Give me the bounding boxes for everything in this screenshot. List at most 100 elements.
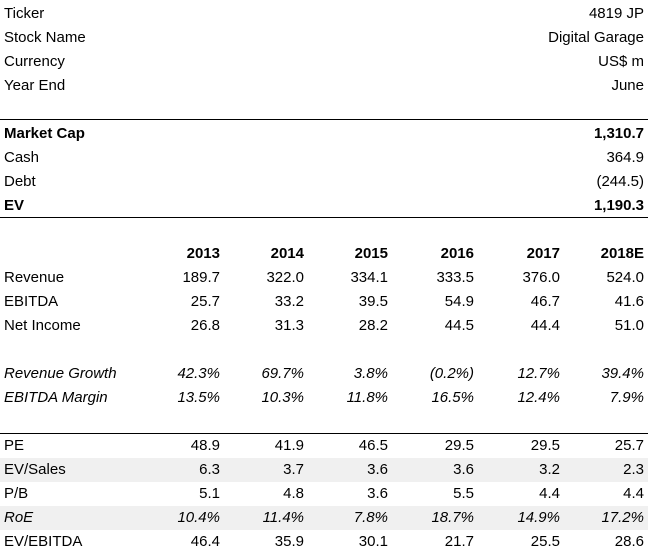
table-cell: 11.4% xyxy=(262,509,304,526)
table-cell: 524.0 xyxy=(606,269,644,286)
table-cell: 31.3 xyxy=(274,317,304,334)
revenue-growth-row: Revenue Growth 42.3% 69.7% 3.8% (0.2%) 1… xyxy=(0,362,648,386)
pb-row: P/B 5.1 4.8 3.6 5.5 4.4 4.4 xyxy=(0,482,648,506)
table-cell: 334.1 xyxy=(350,269,388,286)
stock-name-value: Digital Garage xyxy=(548,29,644,46)
table-cell: 4.4 xyxy=(539,485,560,502)
ev-sales-row: EV/Sales 6.3 3.7 3.6 3.6 3.2 2.3 xyxy=(0,458,648,482)
table-cell: 376.0 xyxy=(522,269,560,286)
table-cell: 18.7% xyxy=(431,509,474,526)
table-cell: 25.7 xyxy=(190,293,220,310)
currency-label: Currency xyxy=(4,53,65,70)
table-cell: 39.5 xyxy=(358,293,388,310)
table-cell: 7.9% xyxy=(609,389,644,406)
row-label: Net Income xyxy=(4,317,81,334)
debt-value: (244.5) xyxy=(596,173,644,190)
table-cell: 3.7 xyxy=(283,461,304,478)
ev-label: EV xyxy=(4,197,25,214)
year-header: 2017 xyxy=(526,245,560,262)
ebitda-margin-row: EBITDA Margin 13.5% 10.3% 11.8% 16.5% 12… xyxy=(0,386,648,410)
table-cell: 46.4 xyxy=(190,533,220,550)
stock-name-row: Stock Name Digital Garage xyxy=(0,26,648,50)
row-label: EV/Sales xyxy=(4,461,66,478)
divider-line xyxy=(0,217,648,218)
market-cap-label: Market Cap xyxy=(4,125,85,142)
table-cell: 33.2 xyxy=(274,293,304,310)
year-header: 2016 xyxy=(440,245,474,262)
table-cell: 3.6 xyxy=(367,485,388,502)
market-cap-row: Market Cap 1,310.7 xyxy=(0,122,648,146)
table-cell: 6.3 xyxy=(199,461,220,478)
table-cell: 333.5 xyxy=(436,269,474,286)
year-header: 2013 xyxy=(186,245,220,262)
table-cell: 46.5 xyxy=(358,437,388,454)
year-end-row: Year End June xyxy=(0,74,648,98)
table-cell: 3.2 xyxy=(539,461,560,478)
table-cell: 11.8% xyxy=(346,389,388,406)
ebitda-row: EBITDA 25.7 33.2 39.5 54.9 46.7 41.6 xyxy=(0,290,648,314)
cash-row: Cash 364.9 xyxy=(0,146,648,170)
ticker-row: Ticker 4819 JP xyxy=(0,2,648,26)
table-cell: 17.2% xyxy=(601,509,644,526)
ticker-value: 4819 JP xyxy=(588,5,644,22)
table-cell: 10.3% xyxy=(261,389,304,406)
table-cell: 322.0 xyxy=(266,269,304,286)
table-cell: 46.7 xyxy=(530,293,560,310)
table-cell: 69.7% xyxy=(261,365,304,382)
cash-label: Cash xyxy=(4,149,40,166)
currency-row: Currency US$ m xyxy=(0,50,648,74)
debt-label: Debt xyxy=(4,173,36,190)
table-cell: 16.5% xyxy=(431,389,474,406)
divider-line xyxy=(0,433,648,434)
table-cell: 35.9 xyxy=(274,533,304,550)
table-cell: 5.1 xyxy=(199,485,220,502)
table-cell: 4.4 xyxy=(623,485,644,502)
table-cell: 7.8% xyxy=(353,509,388,526)
table-cell: 42.3% xyxy=(177,365,220,382)
row-label: EV/EBITDA xyxy=(4,533,83,550)
table-cell: 30.1 xyxy=(358,533,388,550)
table-cell: 13.5% xyxy=(177,389,220,406)
year-header: 2014 xyxy=(270,245,304,262)
year-end-value: June xyxy=(611,77,644,94)
row-label: RoE xyxy=(4,509,34,526)
table-cell: 12.4% xyxy=(517,389,560,406)
table-cell: 54.9 xyxy=(444,293,474,310)
year-end-label: Year End xyxy=(4,77,66,94)
years-header-row: 2013 2014 2015 2016 2017 2018E xyxy=(0,242,648,266)
table-cell: 39.4% xyxy=(601,365,644,382)
cash-value: 364.9 xyxy=(606,149,644,166)
table-cell: 51.0 xyxy=(614,317,644,334)
table-cell: 25.5 xyxy=(530,533,560,550)
table-cell: 29.5 xyxy=(444,437,474,454)
year-header: 2018E xyxy=(600,245,644,262)
debt-row: Debt (244.5) xyxy=(0,170,648,194)
roe-row: RoE 10.4% 11.4% 7.8% 18.7% 14.9% 17.2% xyxy=(0,506,648,530)
table-cell: 2.3 xyxy=(623,461,644,478)
row-label: Revenue xyxy=(4,269,65,286)
table-cell: 3.6 xyxy=(367,461,388,478)
table-cell: 28.2 xyxy=(358,317,388,334)
revenue-row: Revenue 189.7 322.0 334.1 333.5 376.0 52… xyxy=(0,266,648,290)
table-cell: (0.2%) xyxy=(429,365,474,382)
market-cap-value: 1,310.7 xyxy=(593,125,644,142)
row-label: Revenue Growth xyxy=(4,365,117,382)
table-cell: 4.8 xyxy=(283,485,304,502)
stock-name-label: Stock Name xyxy=(4,29,86,46)
table-cell: 25.7 xyxy=(614,437,644,454)
row-label: PE xyxy=(4,437,25,454)
row-label: EBITDA Margin xyxy=(4,389,108,406)
table-cell: 189.7 xyxy=(182,269,220,286)
table-cell: 41.9 xyxy=(274,437,304,454)
table-cell: 44.4 xyxy=(530,317,560,334)
ticker-label: Ticker xyxy=(4,5,45,22)
table-cell: 41.6 xyxy=(614,293,644,310)
table-cell: 3.8% xyxy=(353,365,388,382)
divider-line xyxy=(0,119,648,120)
year-header: 2015 xyxy=(354,245,388,262)
ev-row: EV 1,190.3 xyxy=(0,194,648,218)
ev-value: 1,190.3 xyxy=(593,197,644,214)
pe-row: PE 48.9 41.9 46.5 29.5 29.5 25.7 xyxy=(0,434,648,458)
table-cell: 3.6 xyxy=(453,461,474,478)
table-cell: 28.6 xyxy=(614,533,644,550)
